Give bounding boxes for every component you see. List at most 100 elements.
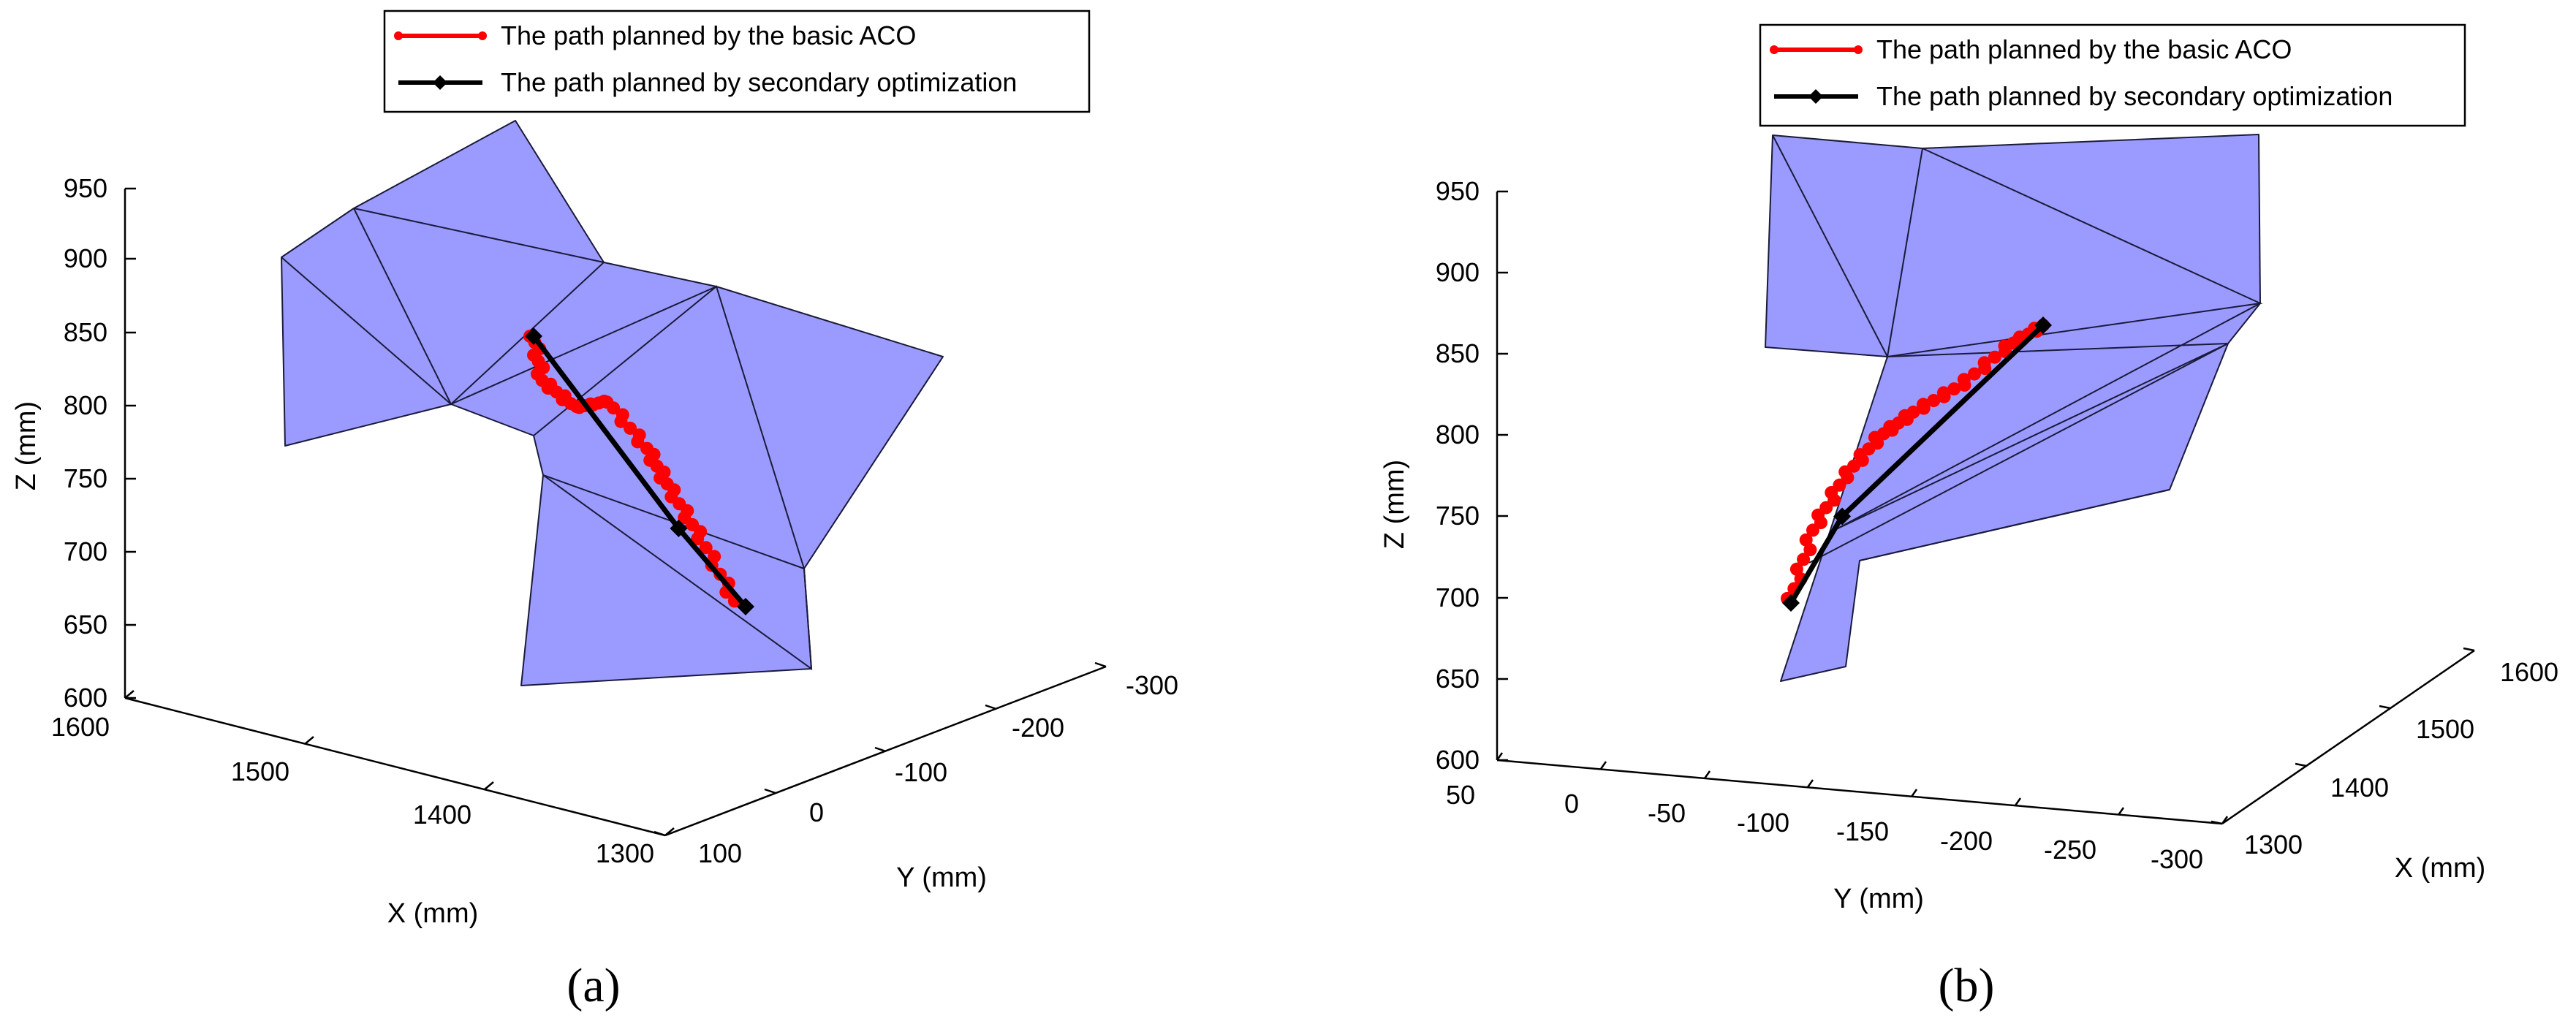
paths-a <box>523 327 754 615</box>
z-axis-label: Z (mm) <box>1379 460 1410 549</box>
x-tick-label: 1500 <box>231 756 289 786</box>
aco-point <box>691 532 705 545</box>
y-tick-label: -300 <box>1126 670 1178 700</box>
x-tick-label: 1500 <box>2416 714 2474 744</box>
legend-aco-label: The path planned by the basic ACO <box>1876 34 2292 64</box>
x-tick-label: 1300 <box>2244 830 2303 860</box>
axes-b: 950 900 850 800 750 700 650 600 50 0 <box>1379 176 2558 914</box>
aco-point <box>1917 398 1930 411</box>
y-tick <box>2117 807 2125 816</box>
x-tick <box>304 736 314 745</box>
y-tick-label: -200 <box>1012 713 1064 743</box>
aco-point <box>1789 562 1803 576</box>
z-tick-label: 950 <box>64 173 107 203</box>
x-tick <box>2379 705 2391 710</box>
aco-point <box>597 395 611 408</box>
aco-point <box>1988 350 2001 364</box>
y-tick <box>1910 789 1918 797</box>
series-aco-markers <box>523 330 741 608</box>
z-tick-label: 650 <box>64 610 107 640</box>
aco-point <box>1927 394 1941 407</box>
x-tick <box>2463 647 2475 652</box>
surface-b <box>1765 134 2263 682</box>
aco-point <box>1968 367 1981 381</box>
y-tick-label: -250 <box>2044 835 2096 865</box>
legend-aco-label: The path planned by the basic ACO <box>501 20 916 50</box>
aco-point <box>624 421 637 435</box>
x-tick-label: 1400 <box>2330 773 2389 803</box>
z-tick-label: 700 <box>64 536 107 566</box>
opt-point <box>1782 594 1800 612</box>
y-tick <box>1496 752 1504 761</box>
x-axis-line <box>124 697 666 837</box>
x-axis-ticks: 1300 1400 1500 1600 <box>2211 647 2558 860</box>
legend-opt-marker <box>433 75 447 90</box>
panel-a: 950 900 850 800 750 700 650 600 1600 150… <box>11 10 1178 1012</box>
x-tick <box>664 827 675 836</box>
aco-point <box>607 401 621 415</box>
y-tick-label: -150 <box>1836 816 1889 846</box>
legend-opt-label: The path planned by secondary optimizati… <box>501 67 1017 97</box>
legend-opt-marker <box>1808 89 1823 104</box>
x-tick <box>2295 762 2307 767</box>
x-tick-label: 1600 <box>51 712 110 742</box>
z-tick-label: 950 <box>1436 176 1480 206</box>
y-axis-label: Y (mm) <box>1833 884 1924 914</box>
aco-point <box>1936 386 1950 400</box>
surface-face <box>1765 134 2261 682</box>
legend-box <box>383 10 1091 113</box>
y-tick-label: -50 <box>1648 798 1686 828</box>
series-opt-markers <box>525 327 754 615</box>
y-tick <box>2014 797 2022 806</box>
x-tick <box>124 690 135 699</box>
x-tick <box>2211 820 2223 825</box>
opt-point <box>2034 316 2052 334</box>
y-tick <box>764 788 776 794</box>
z-tick-label: 650 <box>1436 664 1480 694</box>
y-axis-ticks: 50 0 -50 -100 -150 -200 -250 -300 <box>1446 752 2229 874</box>
x-axis-label: X (mm) <box>387 898 479 929</box>
surface-edge <box>1772 134 2263 360</box>
aco-point <box>1799 533 1813 547</box>
z-tick-label: 750 <box>1436 501 1480 531</box>
opt-point <box>525 327 542 345</box>
legend-a: The path planned by the basic ACO The pa… <box>383 10 1091 113</box>
surface-edge <box>1808 303 2261 564</box>
panel-label-a: (a) <box>567 959 620 1012</box>
z-tick-label: 900 <box>1436 257 1480 287</box>
paths-b <box>1781 316 2052 612</box>
aco-point <box>1947 382 1961 396</box>
legend-aco-marker <box>478 31 487 40</box>
y-tick-label: 100 <box>698 838 742 868</box>
y-tick <box>874 746 887 753</box>
x-axis-line <box>2221 649 2475 825</box>
y-tick <box>1703 770 1711 779</box>
legend-aco-marker <box>1770 45 1778 54</box>
axes-a: 950 900 850 800 750 700 650 600 1600 150… <box>11 173 1178 929</box>
panel-b: 950 900 850 800 750 700 650 600 50 0 <box>1379 23 2558 1012</box>
surface-edge <box>1859 489 2170 561</box>
legend-opt-label: The path planned by secondary optimizati… <box>1876 81 2393 111</box>
aco-point <box>1957 373 1971 387</box>
x-axis-ticks: 1600 1500 1400 1300 <box>51 690 675 868</box>
y-tick-label: 0 <box>1564 789 1579 819</box>
y-tick-label: 0 <box>809 797 824 827</box>
legend-aco-marker <box>1854 45 1863 54</box>
z-tick-label: 600 <box>64 683 107 713</box>
z-tick-label: 850 <box>64 317 107 347</box>
opt-point <box>737 598 754 615</box>
x-tick-label: 1600 <box>2500 657 2558 687</box>
z-axis-label: Z (mm) <box>11 401 42 490</box>
panel-label-b: (b) <box>1939 959 1995 1012</box>
legend-aco-marker <box>394 31 403 40</box>
aco-point <box>1906 405 1920 419</box>
y-tick-label: -100 <box>895 757 947 787</box>
z-tick-label: 800 <box>64 390 107 420</box>
y-tick <box>654 830 666 837</box>
y-tick <box>1806 779 1814 788</box>
z-axis-ticks: 950 900 850 800 750 700 650 600 <box>64 173 136 713</box>
z-tick-label: 900 <box>64 243 107 273</box>
z-tick-label: 850 <box>1436 338 1480 368</box>
x-tick-label: 1300 <box>596 838 654 868</box>
